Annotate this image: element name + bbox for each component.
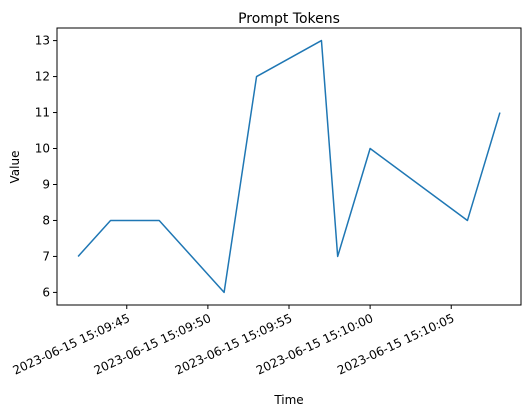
y-tick-label: 11 bbox=[35, 106, 50, 120]
data-line bbox=[77, 39, 501, 294]
y-tick-label: 10 bbox=[35, 142, 50, 156]
y-axis-label: Value bbox=[8, 151, 22, 184]
y-tick-label: 9 bbox=[42, 177, 50, 191]
y-tick-label: 12 bbox=[35, 70, 50, 84]
y-tick-label: 8 bbox=[42, 213, 50, 227]
y-tick-label: 13 bbox=[35, 34, 50, 48]
plot-frame bbox=[56, 27, 522, 306]
y-tick-label: 6 bbox=[42, 285, 50, 299]
y-tick-label: 7 bbox=[42, 249, 50, 263]
x-axis-label: Time bbox=[273, 393, 303, 407]
chart-title: Prompt Tokens bbox=[238, 11, 340, 27]
